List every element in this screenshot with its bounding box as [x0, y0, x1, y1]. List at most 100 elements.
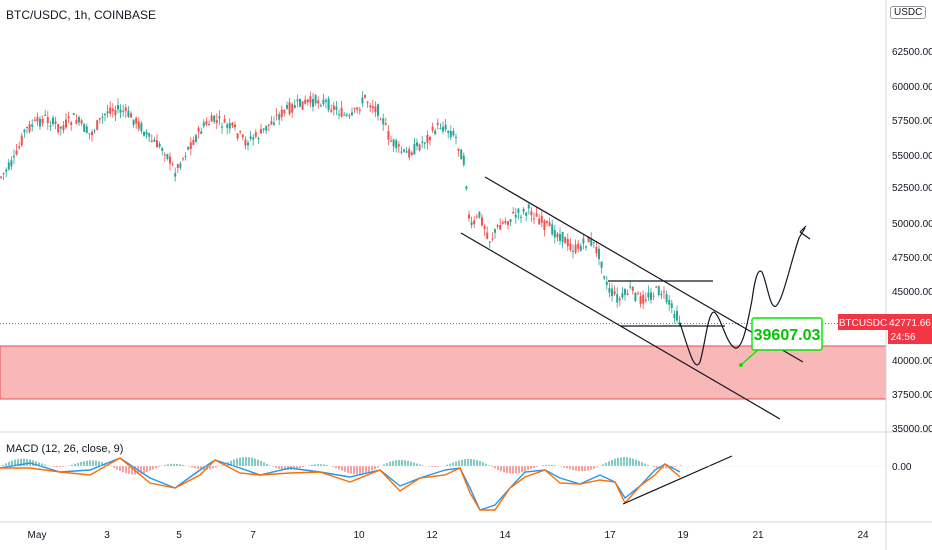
candle-body	[273, 122, 275, 125]
chart-title: BTC/USDC, 1h, COINBASE	[6, 8, 157, 22]
macd-histogram-bar	[458, 460, 460, 466]
macd-histogram-bar	[392, 460, 394, 466]
candle-body	[650, 292, 652, 300]
macd-histogram-bar	[194, 466, 196, 469]
macd-histogram-bar	[674, 466, 676, 467]
candle-body	[150, 140, 153, 142]
macd-histogram-bar	[593, 466, 595, 469]
macd-histogram-bar	[656, 466, 658, 468]
macd-histogram-bar	[590, 466, 592, 470]
candle-body	[93, 130, 96, 132]
macd-histogram-bar	[341, 466, 343, 471]
macd-histogram-bar	[188, 466, 190, 467]
currency-badge[interactable]: USDC	[890, 6, 927, 19]
macd-histogram-bar	[152, 466, 154, 470]
macd-histogram-bar	[146, 466, 148, 472]
macd-histogram-bar	[623, 457, 625, 466]
candle-body	[644, 299, 647, 302]
candle-body	[405, 151, 408, 153]
candle-body	[486, 232, 489, 239]
macd-zero-label: 0.00	[892, 462, 912, 473]
macd-histogram-bar	[671, 466, 673, 468]
macd-histogram-bar	[500, 466, 502, 472]
candle-body	[392, 139, 395, 147]
candle-body	[535, 213, 538, 217]
macd-histogram-bar	[182, 465, 184, 466]
macd-histogram-bar	[92, 460, 94, 466]
candle-body	[652, 295, 655, 297]
candle-body	[114, 109, 117, 116]
macd-histogram-bar	[584, 466, 586, 472]
candle-body	[569, 243, 572, 250]
candle-body	[663, 291, 665, 293]
candle-body	[522, 208, 525, 212]
candle-body	[322, 99, 325, 104]
candle-body	[140, 123, 143, 132]
target-label-box	[751, 317, 823, 351]
candle-body	[548, 222, 551, 227]
candle-body	[345, 114, 348, 116]
macd-histogram-bar	[410, 461, 412, 466]
candle-body	[413, 143, 416, 155]
price-axis-label: 55000.00	[892, 151, 932, 162]
candle-body	[312, 99, 314, 107]
candle-body	[192, 139, 195, 145]
candle-body	[434, 130, 437, 135]
price-axis[interactable]: 62500.00 60000.00 57500.00 55000.00 5250…	[892, 47, 932, 435]
macd-histogram-bar	[629, 457, 631, 466]
macd-histogram-bar	[512, 466, 514, 474]
macd-histogram-bar	[416, 463, 418, 466]
price-axis-label: 60000.00	[892, 82, 932, 93]
macd-histogram-bar	[314, 464, 316, 466]
candle-body	[330, 109, 333, 112]
macd-trend-line	[622, 455, 733, 505]
candle-body	[455, 136, 457, 138]
macd-histogram-bar	[446, 464, 448, 466]
macd-histogram-bar	[494, 466, 496, 469]
candle-body	[579, 245, 582, 251]
candle-body	[431, 126, 434, 131]
candle-body	[184, 155, 187, 157]
candle-body	[410, 152, 413, 155]
macd-histogram-bar	[560, 466, 562, 467]
macd-histogram-bar	[173, 463, 175, 466]
candle-body	[67, 116, 70, 119]
candle-body	[72, 113, 75, 115]
price-axis-label: 57500.00	[892, 116, 932, 127]
candle-body	[28, 124, 31, 132]
macd-histogram-bar	[80, 462, 82, 466]
macd-histogram-bar	[56, 466, 58, 468]
macd-histogram-bar	[296, 466, 298, 469]
candle-body	[148, 133, 151, 137]
candle-body	[156, 140, 158, 148]
macd-histogram-bar	[653, 466, 655, 468]
macd-histogram-bar	[83, 461, 85, 466]
candle-body	[509, 219, 512, 222]
macd-histogram-bar	[506, 466, 508, 474]
macd-histogram-bar	[434, 466, 436, 468]
candle-body	[130, 113, 132, 118]
candle-body	[494, 229, 496, 233]
macd-histogram-bar	[407, 460, 409, 466]
macd-histogram-bar	[44, 464, 46, 466]
macd-histogram-bar	[554, 465, 556, 466]
candle-body	[351, 112, 353, 116]
candle-body	[533, 218, 535, 220]
macd-histogram-bar	[587, 466, 589, 471]
time-axis[interactable]: May 3 5 7 10 12 14 17 19 21 24	[28, 530, 869, 541]
candle-body	[403, 149, 405, 152]
candle-body	[262, 128, 265, 130]
candle-body	[449, 131, 452, 138]
macd-histogram-bar	[275, 466, 277, 468]
candle-body	[460, 149, 463, 160]
price-axis-label: 37500.00	[892, 390, 932, 401]
candle-body	[613, 291, 616, 295]
macd-histogram-bar	[239, 457, 241, 466]
candle-body	[673, 313, 676, 319]
macd-histogram-bar	[2, 464, 4, 466]
macd-histogram-bar	[179, 464, 181, 466]
candle-body	[54, 121, 57, 124]
candle-body	[600, 261, 603, 268]
price-tag-symbol: BTCUSDC	[839, 318, 887, 329]
